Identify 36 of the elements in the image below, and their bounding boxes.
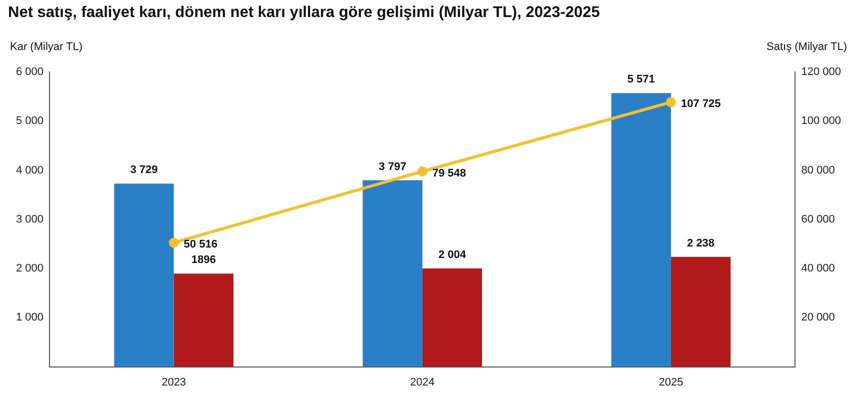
y2-tick-label: 100 000 — [801, 115, 842, 128]
y2-tick-label: 20 000 — [801, 312, 835, 324]
data-label: 3 797 — [378, 160, 406, 173]
point — [168, 238, 179, 248]
x-tick-label: 2024 — [410, 376, 435, 388]
y2-tick-label: 80 000 — [801, 164, 835, 176]
data-label: 3 729 — [130, 164, 158, 176]
chart-title: Net satış, faaliyet karı, dönem net karı yıllara göre gelişimi (Milyar TL), 2023-2025 — [8, 4, 600, 22]
bar — [422, 268, 482, 367]
y2-tick-label: 40 000 — [801, 262, 835, 275]
x-tick-label: 2025 — [658, 376, 684, 388]
bar — [362, 180, 422, 367]
data-label: 79 548 — [432, 167, 466, 180]
y-axis-title: Kar (Milyar TL) — [10, 41, 83, 53]
y-tick-label: 6 000 — [16, 66, 44, 78]
y-tick-label: 5 000 — [16, 115, 44, 128]
y-tick-label: 3 000 — [16, 213, 44, 226]
y-tick-label: 2 000 — [16, 262, 44, 275]
data-label: 5 571 — [627, 74, 655, 86]
data-label: 2 004 — [438, 248, 467, 261]
bar — [114, 184, 174, 367]
bar — [611, 93, 671, 367]
y2-axis-title: Satış (Milyar TL) — [766, 41, 847, 53]
bar — [174, 274, 234, 367]
y-tick-label: 4 000 — [16, 164, 44, 176]
data-label: 107 725 — [680, 98, 721, 110]
y-tick-label: 1 000 — [16, 312, 44, 324]
point — [417, 166, 428, 176]
bar — [670, 256, 731, 367]
y2-tick-label: 120 000 — [801, 66, 842, 78]
point — [666, 97, 676, 108]
data-label: 2 238 — [687, 237, 715, 250]
y2-tick-label: 60 000 — [801, 213, 835, 226]
data-label: 1896 — [191, 254, 216, 266]
x-tick-label: 2023 — [162, 376, 186, 388]
data-label: 50 516 — [184, 238, 218, 251]
